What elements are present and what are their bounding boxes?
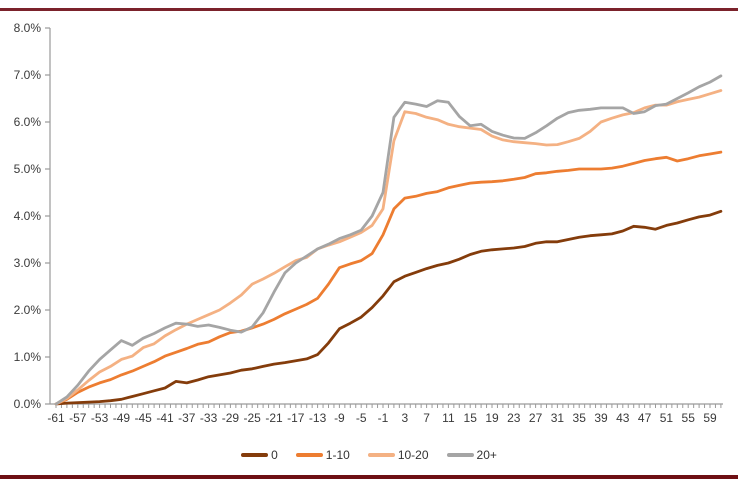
svg-text:43: 43 [616, 411, 630, 425]
svg-text:-5: -5 [356, 411, 367, 425]
legend-item-0: 0 [241, 449, 278, 461]
svg-text:-17: -17 [287, 411, 305, 425]
svg-text:-57: -57 [69, 411, 87, 425]
svg-text:59: 59 [703, 411, 717, 425]
svg-text:39: 39 [594, 411, 608, 425]
svg-text:-37: -37 [178, 411, 196, 425]
svg-text:55: 55 [682, 411, 696, 425]
svg-text:-33: -33 [200, 411, 218, 425]
legend-item-10-20: 10-20 [367, 448, 429, 462]
svg-text:7.0%: 7.0% [14, 68, 42, 82]
svg-text:-1: -1 [378, 411, 389, 425]
svg-text:47: 47 [638, 411, 652, 425]
legend-line-swatch-0 [241, 453, 269, 457]
svg-text:31: 31 [551, 411, 565, 425]
svg-text:4.0%: 4.0% [14, 209, 42, 223]
svg-text:19: 19 [485, 411, 499, 425]
svg-text:0.0%: 0.0% [14, 397, 42, 411]
svg-text:-13: -13 [309, 411, 327, 425]
svg-text:15: 15 [464, 411, 478, 425]
svg-text:-21: -21 [265, 411, 283, 425]
svg-text:-49: -49 [113, 411, 131, 425]
top-border-rule [0, 8, 738, 11]
svg-text:-53: -53 [91, 411, 109, 425]
legend-line-swatch-1-10 [295, 453, 323, 457]
svg-text:-61: -61 [47, 411, 65, 425]
legend-line-swatch-20plus [446, 453, 474, 457]
svg-text:8.0%: 8.0% [14, 21, 42, 35]
bottom-border-rule [0, 475, 738, 479]
svg-text:51: 51 [660, 411, 674, 425]
svg-text:-25: -25 [244, 411, 262, 425]
svg-text:-29: -29 [222, 411, 240, 425]
svg-text:35: 35 [573, 411, 587, 425]
svg-text:1.0%: 1.0% [14, 350, 42, 364]
chart-legend: 0 1-10 10-20 20+ [0, 446, 738, 464]
legend-line-swatch-10-20 [367, 453, 395, 457]
svg-text:7: 7 [423, 411, 430, 425]
svg-text:6.0%: 6.0% [14, 115, 42, 129]
svg-text:11: 11 [442, 411, 455, 425]
svg-text:5.0%: 5.0% [14, 162, 42, 176]
svg-text:-9: -9 [334, 411, 345, 425]
legend-label-0: 0 [271, 448, 278, 462]
line-chart: 0.0%1.0%2.0%3.0%4.0%5.0%6.0%7.0%8.0%-61-… [14, 21, 723, 425]
svg-text:23: 23 [507, 411, 521, 425]
svg-text:27: 27 [529, 411, 543, 425]
svg-text:2.0%: 2.0% [14, 303, 42, 317]
svg-text:3: 3 [401, 411, 408, 425]
svg-text:3.0%: 3.0% [14, 256, 42, 270]
legend-label-10-20: 10-20 [397, 448, 429, 462]
legend-item-20plus: 20+ [446, 448, 497, 462]
svg-text:-41: -41 [156, 411, 174, 425]
svg-text:-45: -45 [135, 411, 153, 425]
legend-item-1-10: 1-10 [295, 448, 350, 462]
legend-label-1-10: 1-10 [325, 448, 350, 462]
legend-label-20plus: 20+ [476, 448, 497, 462]
